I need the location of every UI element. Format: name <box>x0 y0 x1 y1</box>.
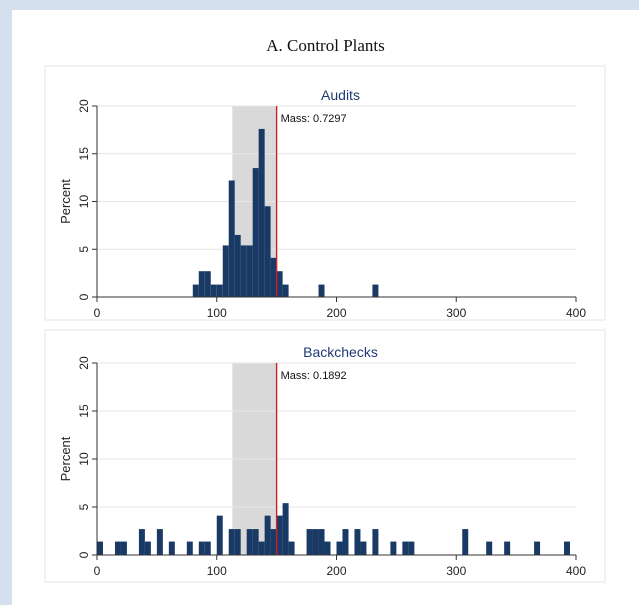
histogram-bar <box>192 284 199 297</box>
histogram-bar <box>354 529 361 555</box>
histogram-bar <box>240 245 247 297</box>
histogram-bar <box>336 541 343 555</box>
histogram-bar <box>258 541 265 555</box>
histogram-bar <box>372 529 379 555</box>
histogram-bar <box>264 206 271 297</box>
y-tick-label: 20 <box>77 356 91 370</box>
histogram-bar <box>270 257 277 297</box>
histogram-bar <box>156 529 163 555</box>
histogram-bar <box>246 245 253 297</box>
chart-panel-2: 0 100 200 300 400 0 5 10 15 20 Percent Backchecks Ma… <box>44 329 606 583</box>
histogram-bar <box>138 529 145 555</box>
histogram-bar <box>270 529 277 555</box>
y-tick-label: 10 <box>77 452 91 466</box>
histogram-bar <box>252 168 259 297</box>
x-tick-label: 400 <box>566 306 586 320</box>
histogram-bar <box>276 515 283 555</box>
x-tick-label: 400 <box>566 564 586 578</box>
histogram-bar <box>318 529 325 555</box>
histogram-bar <box>228 529 235 555</box>
histogram-bar <box>264 515 271 555</box>
y-tick-label: 15 <box>77 404 91 418</box>
histogram-bar <box>390 541 397 555</box>
x-tick-label: 100 <box>207 306 227 320</box>
x-tick-label: 200 <box>326 306 346 320</box>
histogram-bar <box>402 541 409 555</box>
histogram-bar <box>342 529 349 555</box>
histogram-bar <box>276 271 283 297</box>
histogram-bar <box>564 541 571 555</box>
x-tick-label: 100 <box>207 564 227 578</box>
panel-border <box>44 65 606 321</box>
mass-annotation: Mass: 0.1892 <box>281 370 347 382</box>
x-tick-label: 0 <box>94 564 101 578</box>
y-tick-label: 0 <box>77 551 91 558</box>
histogram-bar <box>252 529 259 555</box>
histogram-bar <box>306 529 313 555</box>
histogram-bar <box>186 541 193 555</box>
histogram-bar <box>114 541 121 555</box>
x-tick-label: 0 <box>94 306 101 320</box>
histogram-bar <box>234 234 241 297</box>
y-tick-label: 20 <box>77 99 91 113</box>
panel-title: Backchecks <box>303 344 378 360</box>
histogram-bar <box>486 541 493 555</box>
histogram-bar <box>324 541 331 555</box>
y-tick-label: 15 <box>77 147 91 161</box>
x-tick-label: 300 <box>446 306 466 320</box>
histogram-bar <box>198 541 205 555</box>
histogram-bar <box>360 541 367 555</box>
histogram-bar <box>372 284 379 297</box>
histogram-bar <box>222 245 229 297</box>
histogram-bar <box>534 541 541 555</box>
histogram-panels: 0 100 200 300 40005101520PercentAuditsMass: … <box>44 65 606 583</box>
histogram-bar <box>97 541 103 555</box>
histogram-bar <box>282 284 289 297</box>
histogram-bar <box>282 503 289 555</box>
histogram-bar <box>234 529 241 555</box>
histogram-bar <box>216 515 223 555</box>
y-tick-label: 5 <box>77 503 91 510</box>
histogram-bar <box>120 541 127 555</box>
histogram-bar <box>408 541 415 555</box>
figure-frame: A. Control Plants 0 100 200 300 400 0 5 10 15 20 P… <box>12 10 639 605</box>
histogram-bar <box>462 529 469 555</box>
x-tick-label: 300 <box>446 564 466 578</box>
histogram-bar <box>198 271 205 297</box>
chart-panel-1: 0 100 200 300 400 0 5 10 15 20 Percent Audits Mass: … <box>44 65 606 321</box>
panel-title: Audits <box>321 87 360 103</box>
histogram-bar <box>168 541 175 555</box>
y-axis-label: Percent <box>58 436 73 481</box>
y-axis-label: Percent <box>58 179 73 224</box>
histogram-bar <box>228 180 235 297</box>
y-tick-label: 10 <box>77 195 91 209</box>
figure-title: A. Control Plants <box>266 36 385 55</box>
panel-border <box>44 329 606 583</box>
y-tick-label: 5 <box>77 246 91 253</box>
x-tick-label: 200 <box>326 564 346 578</box>
y-tick-label: 0 <box>77 293 91 300</box>
histogram-bar <box>216 284 223 297</box>
histogram-bar <box>318 284 325 297</box>
histogram-bar <box>504 541 511 555</box>
histogram-bar <box>204 271 211 297</box>
histogram-bar <box>204 541 211 555</box>
histogram-bar <box>144 541 151 555</box>
histogram-bar <box>258 128 265 297</box>
mass-annotation: Mass: 0.7297 <box>281 113 347 125</box>
histogram-bar <box>246 529 253 555</box>
histogram-bar <box>288 541 295 555</box>
histogram-bar <box>312 529 319 555</box>
histogram-bar <box>210 284 217 297</box>
